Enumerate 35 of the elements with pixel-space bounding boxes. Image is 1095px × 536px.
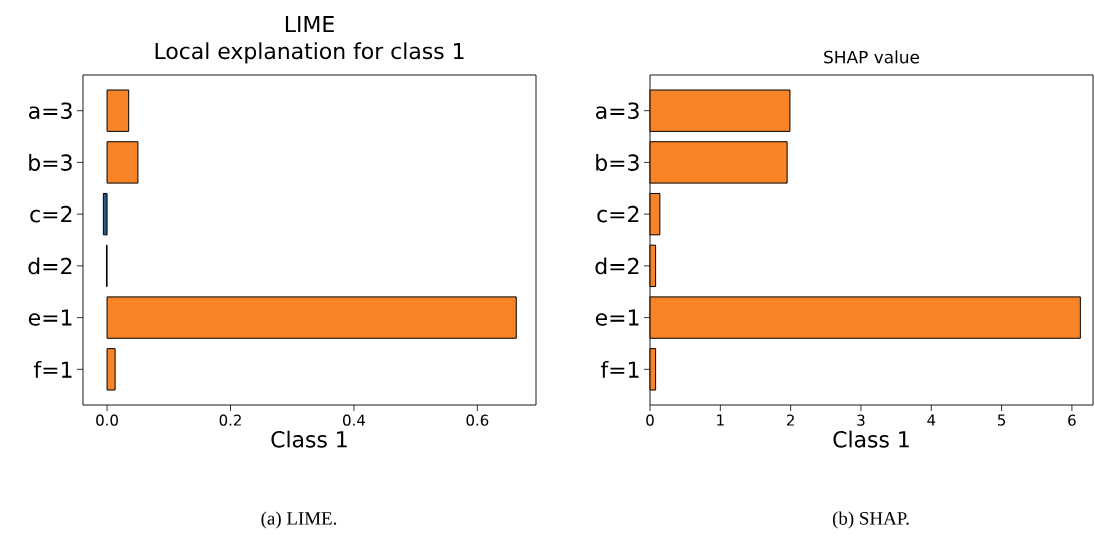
bar	[102, 192, 108, 236]
y-tick-label: e=1	[28, 309, 72, 326]
y-tick-label: e=1	[595, 309, 639, 326]
y-tick-label: c=2	[597, 205, 639, 223]
x-tick-label: 6	[1068, 414, 1076, 426]
y-tick-label: f=1	[33, 360, 72, 378]
x-tick-label: 3	[857, 414, 865, 426]
y-tick-label: b=3	[29, 153, 72, 171]
x-tick-label: 1	[717, 414, 724, 426]
y-tick-label: d=2	[28, 257, 72, 275]
y-tick-label: a=3	[29, 102, 72, 119]
chart-subtitle: Local explanation for class 1	[155, 42, 464, 64]
y-tick-label: a=3	[596, 102, 639, 119]
x-tick-label: 0.4	[343, 414, 365, 426]
chart-title: LIME	[285, 16, 334, 33]
bar	[106, 296, 517, 339]
x-tick-label: 0.0	[96, 414, 118, 426]
y-tick-label: f=1	[600, 360, 639, 378]
y-tick-label: c=2	[30, 205, 72, 223]
x-tick-label: 5	[998, 414, 1006, 426]
y-tick-label: b=3	[596, 153, 639, 171]
text: (b) SHAP.	[832, 511, 909, 529]
y-tick-label: d=2	[595, 257, 639, 275]
x-tick-label: 0.2	[219, 414, 241, 426]
bar	[106, 89, 130, 132]
text: (a) LIME.	[261, 511, 337, 529]
x-axis-title: Class 1	[271, 430, 347, 448]
x-tick-label: 4	[927, 414, 936, 426]
x-tick-label: 0.6	[466, 414, 489, 426]
chart-title: SHAP value	[824, 50, 920, 64]
x-tick-label: 2	[786, 414, 794, 426]
bar	[106, 141, 139, 184]
x-axis-title: Class 1	[833, 430, 909, 448]
bar	[106, 348, 116, 391]
x-tick-label: 0	[646, 414, 654, 426]
